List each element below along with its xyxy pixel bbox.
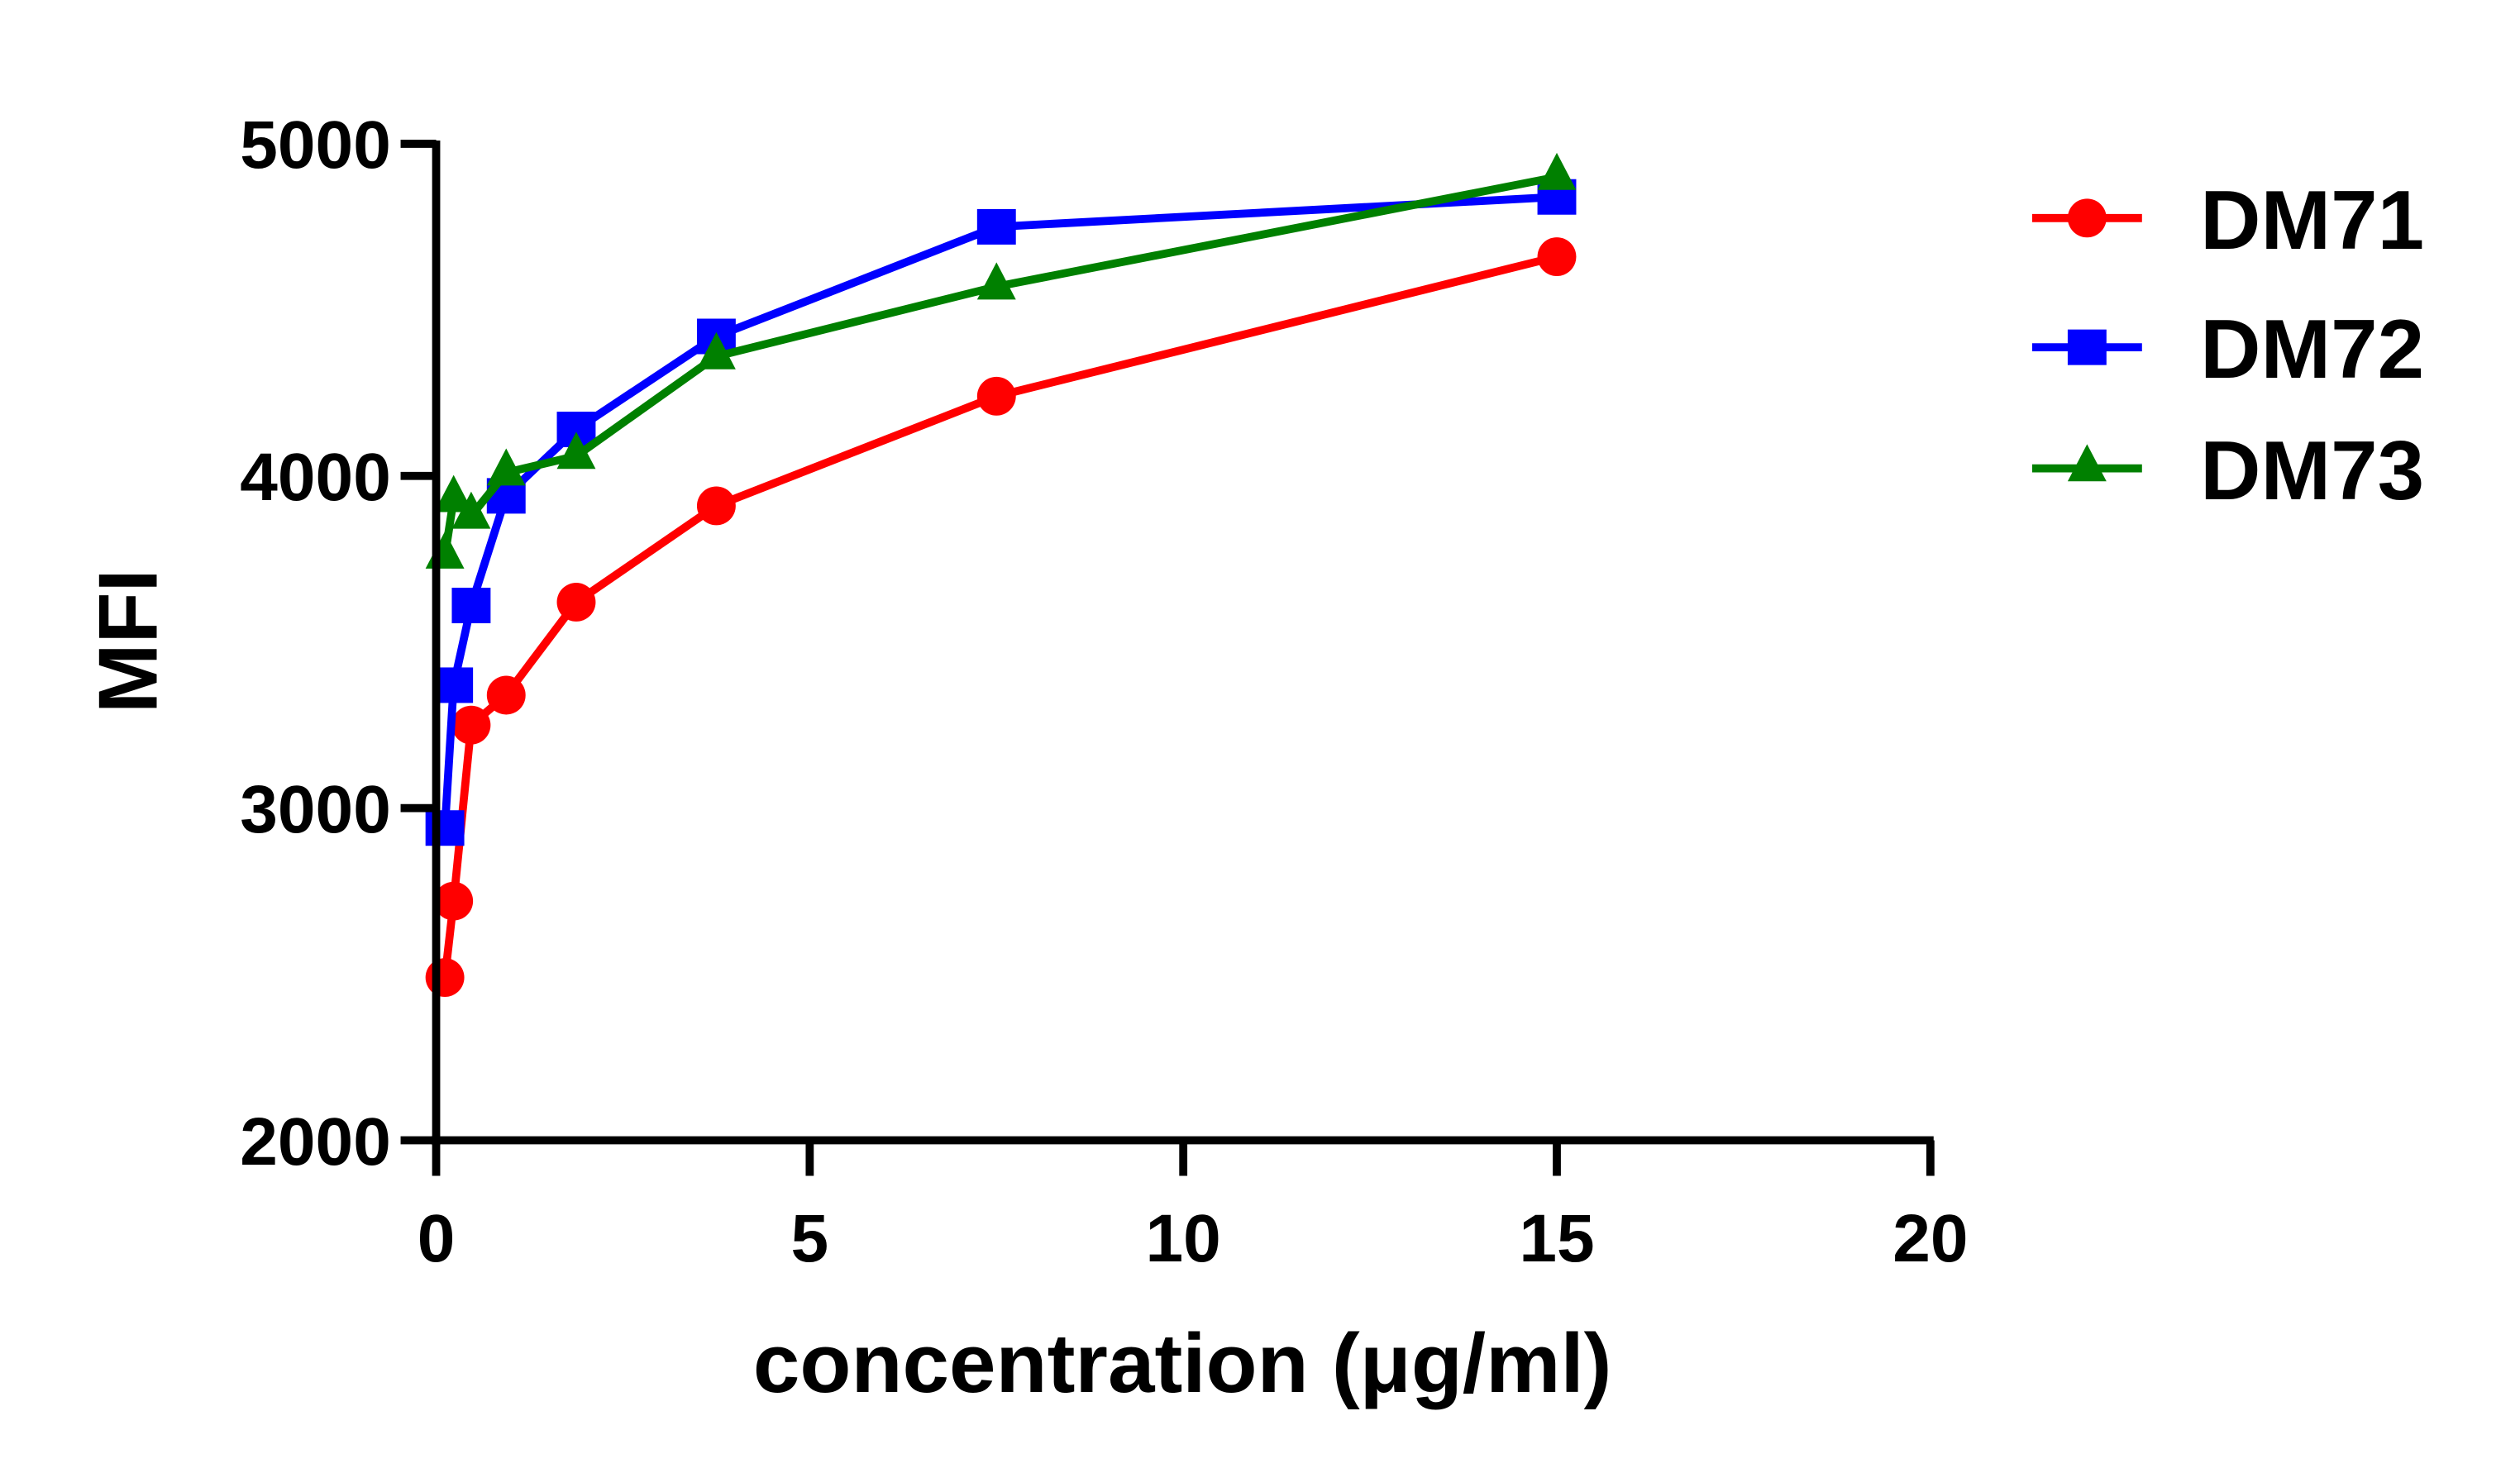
- data-point: [976, 376, 1016, 416]
- data-point: [434, 474, 474, 512]
- legend: DM71 DM72 DM73: [2031, 173, 2424, 517]
- legend-marker: [2067, 329, 2107, 365]
- series-line: [441, 252, 1558, 979]
- x-axis-label: concentration (μg/ml): [753, 1316, 1612, 1410]
- legend-marker: [2067, 198, 2107, 238]
- y-tick-label: 4000: [240, 440, 391, 515]
- legend-item: DM72: [2031, 302, 2424, 396]
- data-point: [976, 262, 1016, 300]
- legend-marker: [2067, 444, 2107, 482]
- data-point: [451, 588, 491, 623]
- axes: 2000 3000 4000 5000 0 5 10 15 20: [240, 107, 1968, 1276]
- data-point: [1537, 237, 1577, 277]
- x-tick-label: 15: [1519, 1201, 1594, 1276]
- legend-item: DM71: [2031, 173, 2424, 267]
- data-point: [434, 881, 474, 921]
- series-DM73: [425, 152, 1577, 569]
- legend-label: DM71: [2200, 173, 2424, 267]
- data-point: [425, 531, 465, 569]
- x-tick-label: 0: [418, 1201, 456, 1276]
- legend-label: DM73: [2200, 423, 2424, 517]
- data-point: [1537, 152, 1577, 190]
- data-point: [451, 705, 491, 745]
- data-point: [696, 331, 736, 369]
- x-tick-label: 10: [1146, 1201, 1221, 1276]
- legend-item: DM73: [2031, 423, 2424, 517]
- data-point: [425, 958, 465, 998]
- data-point: [434, 667, 474, 703]
- y-tick-label: 3000: [240, 772, 391, 847]
- data-point: [425, 810, 465, 846]
- y-tick-label: 2000: [240, 1104, 391, 1180]
- x-tick-label: 5: [791, 1201, 829, 1276]
- legend-label: DM72: [2200, 302, 2424, 396]
- data-point: [696, 486, 736, 526]
- data-point: [556, 583, 596, 622]
- data-point: [556, 431, 596, 470]
- data-point: [486, 675, 526, 715]
- y-axis-label: MFI: [81, 569, 175, 713]
- y-tick-label: 5000: [240, 107, 391, 183]
- data-point: [976, 208, 1016, 245]
- series-DM71: [425, 237, 1577, 998]
- data-point: [486, 448, 526, 486]
- data-point: [451, 491, 491, 529]
- plot-area: [425, 152, 1577, 998]
- x-tick-label: 20: [1892, 1201, 1968, 1276]
